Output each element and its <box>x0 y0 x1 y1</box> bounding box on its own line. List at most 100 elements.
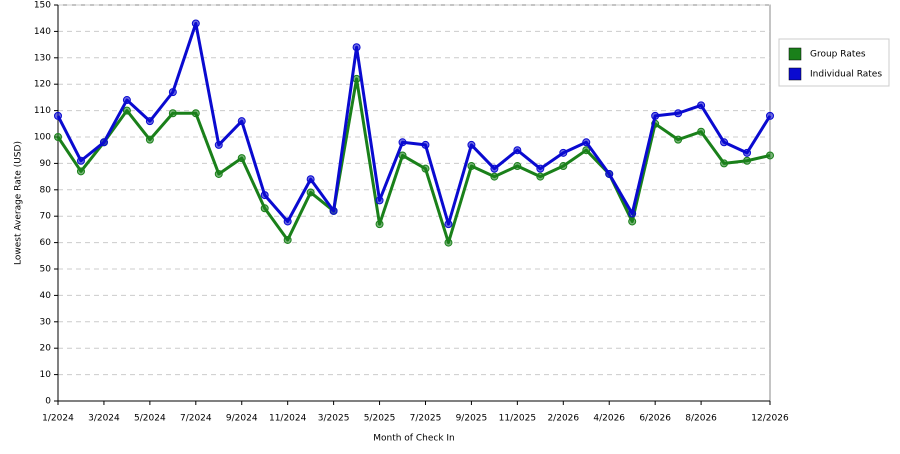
y-tick-label: 150 <box>34 1 51 11</box>
data-point <box>582 138 591 147</box>
data-point <box>214 140 223 149</box>
data-point <box>398 151 407 160</box>
data-point <box>375 220 384 229</box>
legend-label: Group Rates <box>810 50 866 60</box>
data-point <box>145 135 154 144</box>
y-tick-label: 110 <box>34 106 51 116</box>
data-point <box>306 175 315 184</box>
plot-area <box>57 4 771 402</box>
y-tick-label: 80 <box>40 185 52 195</box>
data-point <box>191 19 200 28</box>
data-point <box>720 159 729 168</box>
x-tick-label: 9/2024 <box>226 414 258 424</box>
x-tick-label: 5/2025 <box>364 414 396 424</box>
legend-swatch <box>788 67 802 81</box>
x-tick-label: 3/2024 <box>88 414 120 424</box>
data-point <box>697 101 706 110</box>
y-tick-label: 100 <box>34 133 51 143</box>
data-point <box>421 140 430 149</box>
y-tick-label: 90 <box>40 159 52 169</box>
data-point <box>536 172 545 181</box>
data-point <box>421 164 430 173</box>
y-tick-label: 140 <box>34 27 51 37</box>
data-point <box>237 117 246 126</box>
data-point <box>674 135 683 144</box>
data-point <box>168 109 177 118</box>
y-tick-label: 20 <box>40 344 52 354</box>
x-tick-label: 5/2024 <box>134 414 166 424</box>
data-point <box>352 74 361 83</box>
data-point <box>444 238 453 247</box>
data-point <box>513 146 522 155</box>
data-point <box>651 111 660 120</box>
data-point <box>444 220 453 229</box>
data-point <box>306 188 315 197</box>
legend-swatch <box>788 47 802 61</box>
data-point <box>743 148 752 157</box>
y-tick-label: 60 <box>40 238 52 248</box>
data-point <box>513 162 522 171</box>
data-point <box>145 117 154 126</box>
data-point <box>766 151 774 160</box>
x-tick-label: 9/2025 <box>456 414 488 424</box>
data-point <box>54 111 62 120</box>
data-point <box>329 206 338 215</box>
data-point <box>283 217 292 226</box>
x-tick-label: 7/2025 <box>410 414 442 424</box>
data-point <box>168 88 177 97</box>
y-tick-label: 0 <box>45 397 51 407</box>
data-point <box>674 109 683 118</box>
y-tick-label: 10 <box>40 370 52 380</box>
data-point <box>559 148 568 157</box>
data-point <box>628 217 637 226</box>
data-point <box>375 196 384 205</box>
data-point <box>766 111 774 120</box>
data-point <box>260 191 269 200</box>
x-tick-label: 7/2024 <box>180 414 212 424</box>
y-tick-label: 30 <box>40 317 52 327</box>
x-tick-label: 12/2026 <box>751 414 789 424</box>
series-line <box>56 21 772 226</box>
x-tick-label: 6/2026 <box>639 414 671 424</box>
x-tick-label: 2/2026 <box>547 414 579 424</box>
data-point <box>237 154 246 163</box>
data-point <box>191 109 200 118</box>
x-axis-label: Month of Check In <box>373 434 455 444</box>
x-tick-label: 11/2024 <box>269 414 307 424</box>
x-tick-label: 11/2025 <box>499 414 536 424</box>
y-tick-label: 120 <box>34 80 51 90</box>
data-point <box>214 169 223 178</box>
x-tick-label: 8/2026 <box>685 414 717 424</box>
x-tick-label: 4/2026 <box>593 414 625 424</box>
data-point <box>76 167 85 176</box>
data-point <box>54 133 62 141</box>
y-tick-label: 70 <box>40 212 52 222</box>
legend-label: Individual Rates <box>810 70 882 80</box>
data-point <box>352 43 361 52</box>
data-point <box>559 162 568 171</box>
y-tick-label: 40 <box>40 291 52 301</box>
data-point <box>467 140 476 149</box>
y-axis-label: Lowest Average Rate (USD) <box>14 141 24 265</box>
data-point <box>628 209 637 218</box>
x-tick-label: 1/2024 <box>42 414 74 424</box>
data-point <box>720 138 729 147</box>
data-point <box>743 156 752 165</box>
data-point <box>582 146 591 155</box>
y-tick-label: 50 <box>40 265 52 275</box>
y-tick-label: 130 <box>34 53 51 63</box>
x-tick-label: 3/2025 <box>318 414 350 424</box>
data-point <box>398 138 407 147</box>
data-point <box>490 164 499 173</box>
data-point <box>697 127 706 136</box>
data-point <box>76 156 85 165</box>
data-point <box>283 235 292 244</box>
data-point <box>260 204 269 213</box>
data-point <box>605 169 614 178</box>
data-point <box>122 106 131 115</box>
data-point <box>122 96 131 105</box>
data-point <box>490 172 499 181</box>
data-point <box>99 138 108 147</box>
data-point <box>536 164 545 173</box>
